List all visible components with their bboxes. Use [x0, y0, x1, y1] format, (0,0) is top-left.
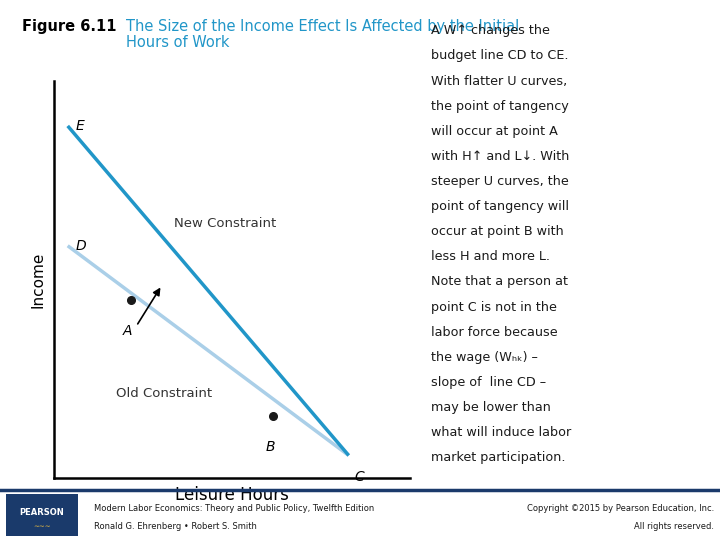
Text: Hours of Work: Hours of Work: [126, 35, 230, 50]
Text: All rights reserved.: All rights reserved.: [634, 522, 714, 531]
Text: the point of tangency: the point of tangency: [431, 100, 568, 113]
Text: New Constraint: New Constraint: [174, 217, 276, 230]
Text: Note that a person at: Note that a person at: [431, 275, 567, 288]
Text: Figure 6.11: Figure 6.11: [22, 19, 116, 34]
Text: With flatter U curves,: With flatter U curves,: [431, 75, 567, 87]
Text: A W↑ changes the: A W↑ changes the: [431, 24, 549, 37]
Text: steeper U curves, the: steeper U curves, the: [431, 175, 568, 188]
Text: $E$: $E$: [75, 119, 85, 133]
Text: slope of  line CD –: slope of line CD –: [431, 376, 546, 389]
Text: ∼∼∼: ∼∼∼: [33, 523, 50, 529]
Text: budget line CD to CE.: budget line CD to CE.: [431, 50, 568, 63]
Text: less H and more L.: less H and more L.: [431, 251, 549, 264]
Text: $D$: $D$: [75, 239, 86, 253]
Text: PEARSON: PEARSON: [19, 508, 64, 517]
Text: The Size of the Income Effect Is Affected by the Initial: The Size of the Income Effect Is Affecte…: [126, 19, 519, 34]
Text: may be lower than: may be lower than: [431, 401, 550, 414]
Text: point C is not in the: point C is not in the: [431, 300, 557, 314]
FancyBboxPatch shape: [6, 494, 78, 536]
Text: $A$: $A$: [122, 325, 133, 339]
Text: Ronald G. Ehrenberg • Robert S. Smith: Ronald G. Ehrenberg • Robert S. Smith: [94, 522, 256, 531]
Text: point of tangency will: point of tangency will: [431, 200, 569, 213]
Text: will occur at point A: will occur at point A: [431, 125, 557, 138]
Text: with H↑ and L↓. With: with H↑ and L↓. With: [431, 150, 569, 163]
Text: what will induce labor: what will induce labor: [431, 426, 571, 439]
Text: Old Constraint: Old Constraint: [116, 387, 212, 400]
Text: market participation.: market participation.: [431, 451, 565, 464]
Text: Modern Labor Economics: Theory and Public Policy, Twelfth Edition: Modern Labor Economics: Theory and Publi…: [94, 504, 374, 513]
Text: $C$: $C$: [354, 470, 366, 484]
Y-axis label: Income: Income: [31, 251, 45, 308]
Text: the wage (Wₕₖ) –: the wage (Wₕₖ) –: [431, 351, 537, 364]
X-axis label: Leisure Hours: Leisure Hours: [175, 486, 289, 504]
Text: $B$: $B$: [264, 441, 275, 455]
Text: Copyright ©2015 by Pearson Education, Inc.: Copyright ©2015 by Pearson Education, In…: [527, 504, 714, 513]
Text: occur at point B with: occur at point B with: [431, 225, 563, 238]
Text: labor force because: labor force because: [431, 326, 557, 339]
